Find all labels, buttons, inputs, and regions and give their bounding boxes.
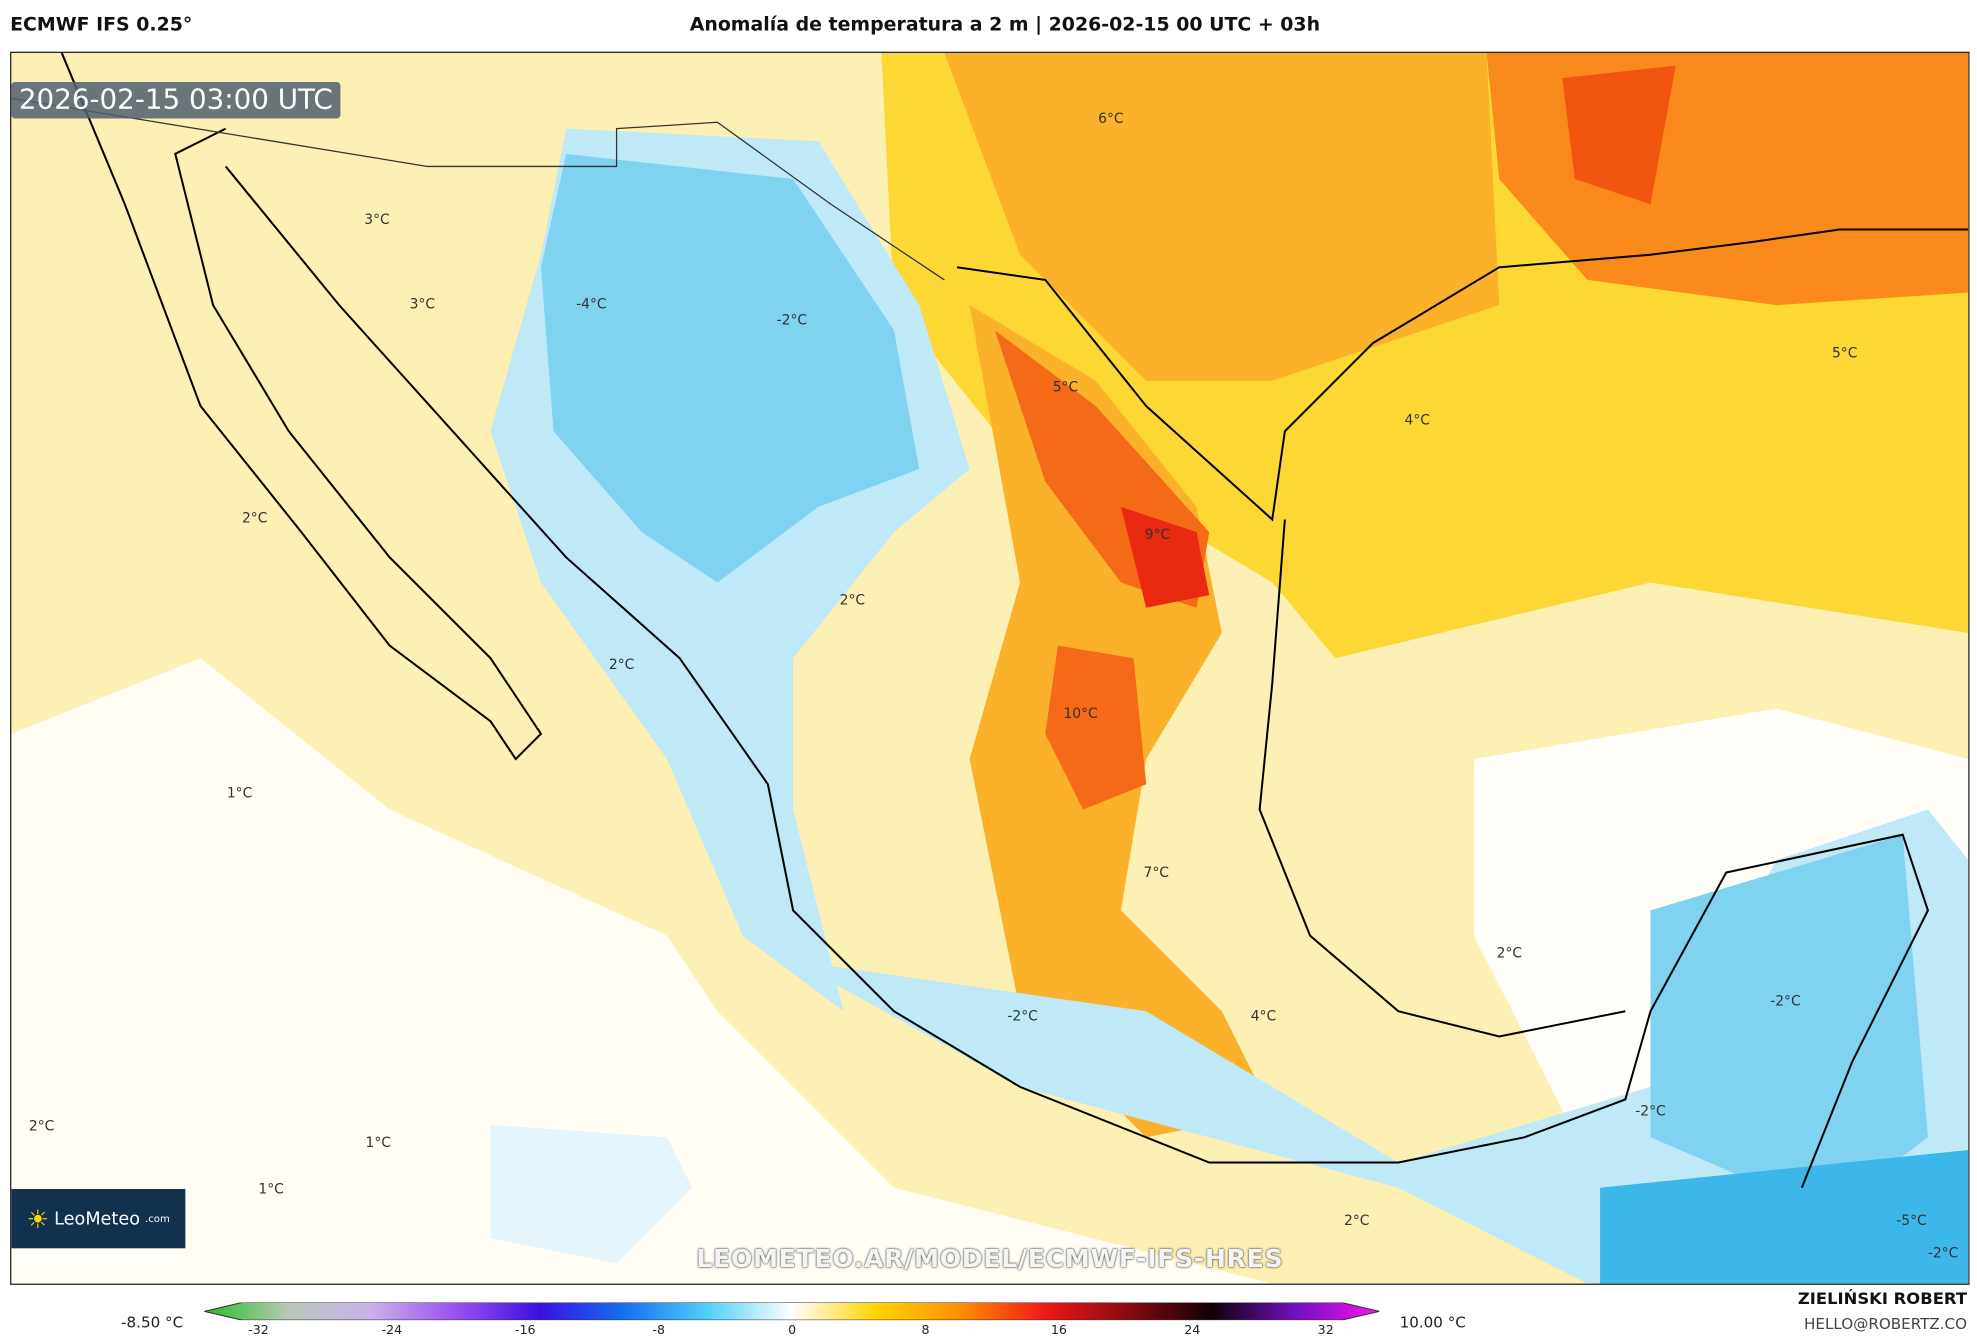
colorbar-min-label: -8.50 °C <box>121 1313 184 1332</box>
contour-label: -5°C <box>1896 1212 1927 1229</box>
hot-area <box>1045 645 1147 810</box>
border <box>11 97 945 281</box>
colorbar-tick: 32 <box>1317 1323 1334 1338</box>
leometeo-logo[interactable]: ☀ LeoMeteo .com <box>11 1189 186 1249</box>
coastline <box>956 228 1969 522</box>
contour-label: 2°C <box>1344 1212 1370 1229</box>
hot-area <box>1120 506 1210 608</box>
contour-label: 9°C <box>1144 526 1171 543</box>
contour-label: -2°C <box>776 312 808 329</box>
cold-area <box>540 153 920 583</box>
hot-area <box>1562 65 1676 205</box>
colorbar-tick: -24 <box>381 1323 403 1338</box>
cold-area <box>1650 834 1928 1213</box>
contour-label: -2°C <box>1770 992 1801 1010</box>
neutral-area <box>11 658 1273 1284</box>
coastline <box>60 52 543 761</box>
author-credit: ZIELIŃSKI ROBERT <box>1797 1289 1968 1309</box>
contour-label: 6°C <box>1098 110 1124 127</box>
cold-area <box>793 809 1969 1284</box>
contour-label: 1°C <box>365 1134 391 1151</box>
contour-label: 2°C <box>839 591 866 609</box>
map-title: Anomalía de temperatura a 2 m | 2026-02-… <box>689 12 1321 36</box>
author-email[interactable]: HELLO@ROBERTZ.CO <box>1804 1315 1968 1333</box>
logo-text: LeoMeteo <box>54 1208 140 1229</box>
contour-label: -2°C <box>1927 1245 1959 1262</box>
contour-label: 1°C <box>258 1180 284 1198</box>
contour-label: 7°C <box>1143 864 1169 881</box>
colorbar <box>204 1302 1380 1321</box>
colorbar-max-label: 10.00 °C <box>1399 1313 1466 1332</box>
valid-time-badge: 2026-02-15 03:00 UTC <box>11 81 341 119</box>
contour-label: 4°C <box>1250 1008 1277 1025</box>
contour-label: 2°C <box>608 656 635 673</box>
contour-label: 2°C <box>28 1117 55 1135</box>
contour-label: 3°C <box>409 295 436 313</box>
colorbar-tick: -8 <box>652 1323 665 1338</box>
anomaly-field <box>11 52 1969 1284</box>
contour-label: -2°C <box>1635 1102 1666 1120</box>
contour-label: 1°C <box>226 784 253 802</box>
colorbar-tick: 16 <box>1050 1323 1067 1338</box>
colorbar-tick: -16 <box>514 1323 536 1338</box>
temperature-anomaly-map[interactable]: 6°C 3°C 3°C -4°C -2°C 5°C 4°C 5°C 2°C 9°C 2°C 2°C 10… <box>10 51 1970 1285</box>
contour-label: 4°C <box>1404 411 1430 429</box>
warm-area <box>944 52 1500 381</box>
contour-label: 5°C <box>1831 344 1858 362</box>
contour-label: 2°C <box>241 510 268 527</box>
contour-label: -4°C <box>576 295 607 313</box>
contour-label: 10°C <box>1063 705 1098 722</box>
sun-icon: ☀ <box>26 1203 50 1234</box>
logo-suffix: .com <box>145 1212 170 1225</box>
coastline <box>224 165 1930 1189</box>
contour-label: 2°C <box>1496 945 1523 962</box>
colorbar-tick: -32 <box>248 1323 269 1338</box>
contour-label: 3°C <box>364 211 390 228</box>
cold-area <box>1600 1149 1969 1284</box>
cold-area <box>490 1124 693 1264</box>
coastline <box>1258 519 1626 1038</box>
contour-label: 5°C <box>1052 378 1079 396</box>
colorbar-tick: 8 <box>921 1323 930 1338</box>
contour-label: -2°C <box>1007 1008 1038 1025</box>
colorbar-tick: 24 <box>1184 1323 1201 1338</box>
model-name: ECMWF IFS 0.25° <box>10 12 193 36</box>
url-watermark: LEOMETEO.AR/MODEL/ECMWF-IFS-HRES <box>696 1243 1284 1274</box>
colorbar-tick: 0 <box>788 1323 797 1338</box>
